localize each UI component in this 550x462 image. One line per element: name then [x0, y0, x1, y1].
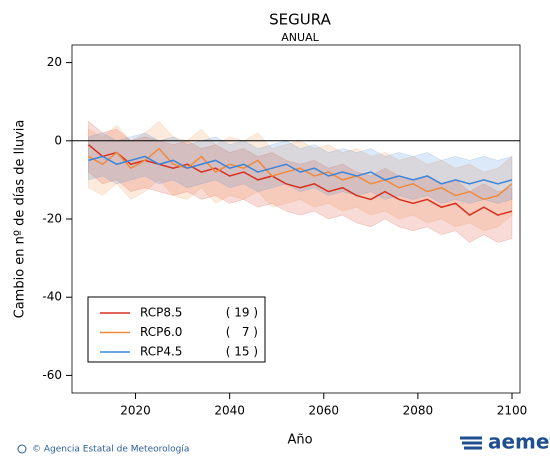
- y-tick-label: 20: [47, 55, 62, 69]
- y-axis-label: Cambio en nº de días de lluvia: [13, 120, 28, 319]
- logo-text: aemet: [488, 430, 550, 454]
- legend-count: ( 7 ): [226, 325, 258, 339]
- series-line: [88, 155, 513, 185]
- uncertainty-band: [88, 120, 513, 243]
- logo-icon: [460, 436, 482, 450]
- x-tick-label: 2020: [120, 404, 151, 418]
- legend-label: RCP6.0: [140, 325, 182, 339]
- chart-title: SEGURA: [269, 11, 331, 29]
- y-tick-label: 0: [54, 133, 62, 147]
- footer-credit: © Agencia Estatal de Meteorología: [32, 445, 189, 455]
- legend-count: ( 19 ): [226, 306, 258, 320]
- chart-subtitle: ANUAL: [281, 31, 319, 44]
- y-tick-label: -40: [42, 290, 62, 304]
- x-tick-label: 2040: [214, 404, 245, 418]
- legend-box: [87, 296, 266, 363]
- y-tick-label: -20: [42, 212, 62, 226]
- copyright-icon: [17, 444, 27, 454]
- x-tick-label: 2100: [497, 404, 528, 418]
- x-tick-label: 2080: [403, 404, 434, 418]
- x-tick-label: 2060: [308, 404, 339, 418]
- uncertainty-band: [88, 120, 513, 231]
- x-axis-label: Año: [287, 433, 312, 448]
- legend-label: RCP4.5: [140, 345, 182, 359]
- y-tick-label: -60: [42, 368, 62, 382]
- legend-count: ( 15 ): [226, 345, 258, 359]
- legend-label: RCP8.5: [140, 306, 182, 320]
- plot-area: [72, 120, 520, 243]
- plot-frame: [71, 44, 521, 394]
- series-line: [88, 147, 513, 201]
